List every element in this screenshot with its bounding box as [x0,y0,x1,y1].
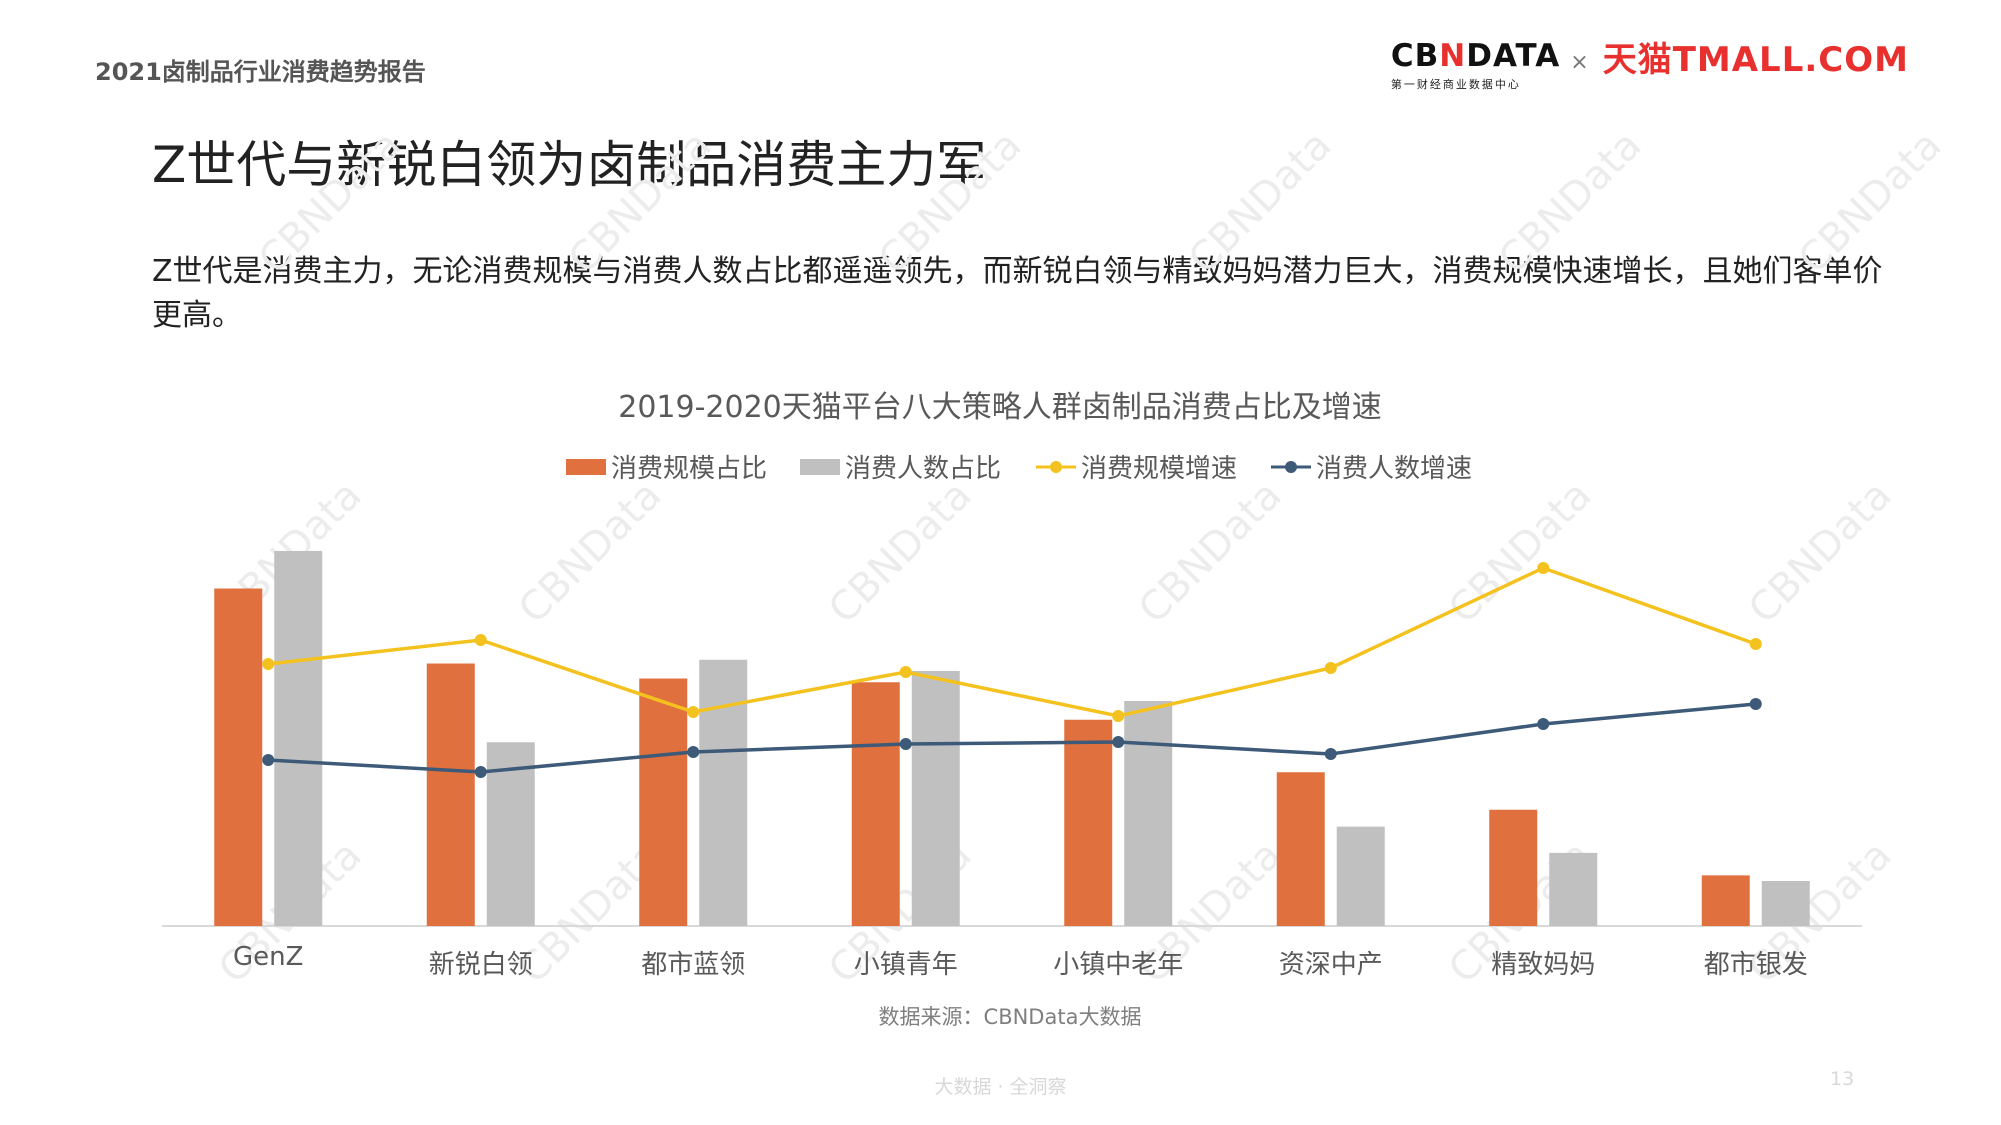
line-point-1-4 [1112,736,1125,748]
bar-people-6 [1549,852,1598,926]
chart-title: 2019-2020天猫平台八大策略人群卤制品消费占比及增速 [618,390,1382,425]
line-point-1-5 [1324,748,1337,760]
page-headline: Z世代与新锐白领为卤制品消费主力军 [152,136,987,194]
x-tick-label-7: 都市银发 [1704,950,1808,980]
x-tick-label-3: 小镇青年 [854,950,958,980]
bar-scale-5 [1276,772,1325,926]
line-point-0-0 [262,658,275,670]
bar-scale-3 [851,682,900,926]
report-title: 2021卤制品行业消费趋势报告 [95,58,426,86]
x-tick-label-4: 小镇中老年 [1053,950,1183,980]
line-point-0-6 [1537,562,1550,574]
legend-swatch-1 [800,459,840,475]
bar-scale-7 [1701,875,1750,926]
x-tick-label-5: 资深中产 [1279,950,1383,980]
cbndata-logo: CBNDATA 第一财经商业数据中心 [1391,38,1560,92]
line-point-0-5 [1324,662,1337,674]
line-point-1-1 [474,766,487,778]
line-series-1 [268,702,1756,774]
legend-label-2: 消费规模增速 [1081,454,1237,484]
page-number: 13 [1830,1068,1855,1090]
bar-scale-1 [426,663,475,926]
line-point-0-4 [1112,710,1125,722]
legend-marker-3 [1285,461,1297,473]
bar-people-5 [1336,826,1385,926]
line-series-0 [268,566,1757,718]
line-point-0-3 [899,666,912,678]
line-point-1-2 [687,746,700,758]
chart-source: 数据来源：CBNData大数据 [879,1005,1142,1029]
brand-logos: CBNDATA 第一财经商业数据中心 × 天猫TMALL.COM [1391,38,1909,98]
legend-label-0: 消费规模占比 [611,454,767,484]
line-point-1-0 [262,754,275,766]
cbndata-logo-name: CBNDATA [1390,38,1561,74]
x-tick-label-1: 新锐白领 [429,950,533,980]
bar-people-0 [274,551,323,926]
bar-scale-4 [1064,719,1113,926]
line-point-0-7 [1749,638,1762,650]
bar-people-7 [1761,881,1810,926]
x-tick-label-6: 精致妈妈 [1491,950,1595,980]
line-point-0-2 [687,706,700,718]
bar-scale-6 [1489,809,1538,926]
bar-scale-2 [639,678,688,926]
bar-people-3 [911,671,960,926]
line-point-1-6 [1537,718,1550,730]
x-tick-label-2: 都市蓝领 [641,950,745,980]
bar-scale-0 [214,588,263,926]
line-point-1-7 [1749,698,1762,710]
legend-label-1: 消费人数占比 [845,454,1001,484]
bar-people-1 [486,742,535,926]
legend-marker-2 [1050,461,1062,473]
tmall-logo: 天猫TMALL.COM [1602,40,1909,80]
brand-times-sign: × [1570,50,1589,75]
bar-people-4 [1124,701,1173,926]
legend-label-3: 消费人数增速 [1316,454,1472,484]
footer-slogan: 大数据 · 全洞察 [934,1076,1067,1098]
line-point-1-3 [899,738,912,750]
bar-people-2 [699,659,748,926]
legend-swatch-0 [566,459,606,475]
cbndata-logo-subtitle: 第一财经商业数据中心 [1390,78,1521,91]
lead-paragraph: Z世代是消费主力，无论消费规模与消费人数占比都遥遥领先，而新锐白领与精致妈妈潜力… [152,254,1883,333]
x-tick-label-0: GenZ [233,942,303,972]
line-point-0-1 [474,634,487,646]
